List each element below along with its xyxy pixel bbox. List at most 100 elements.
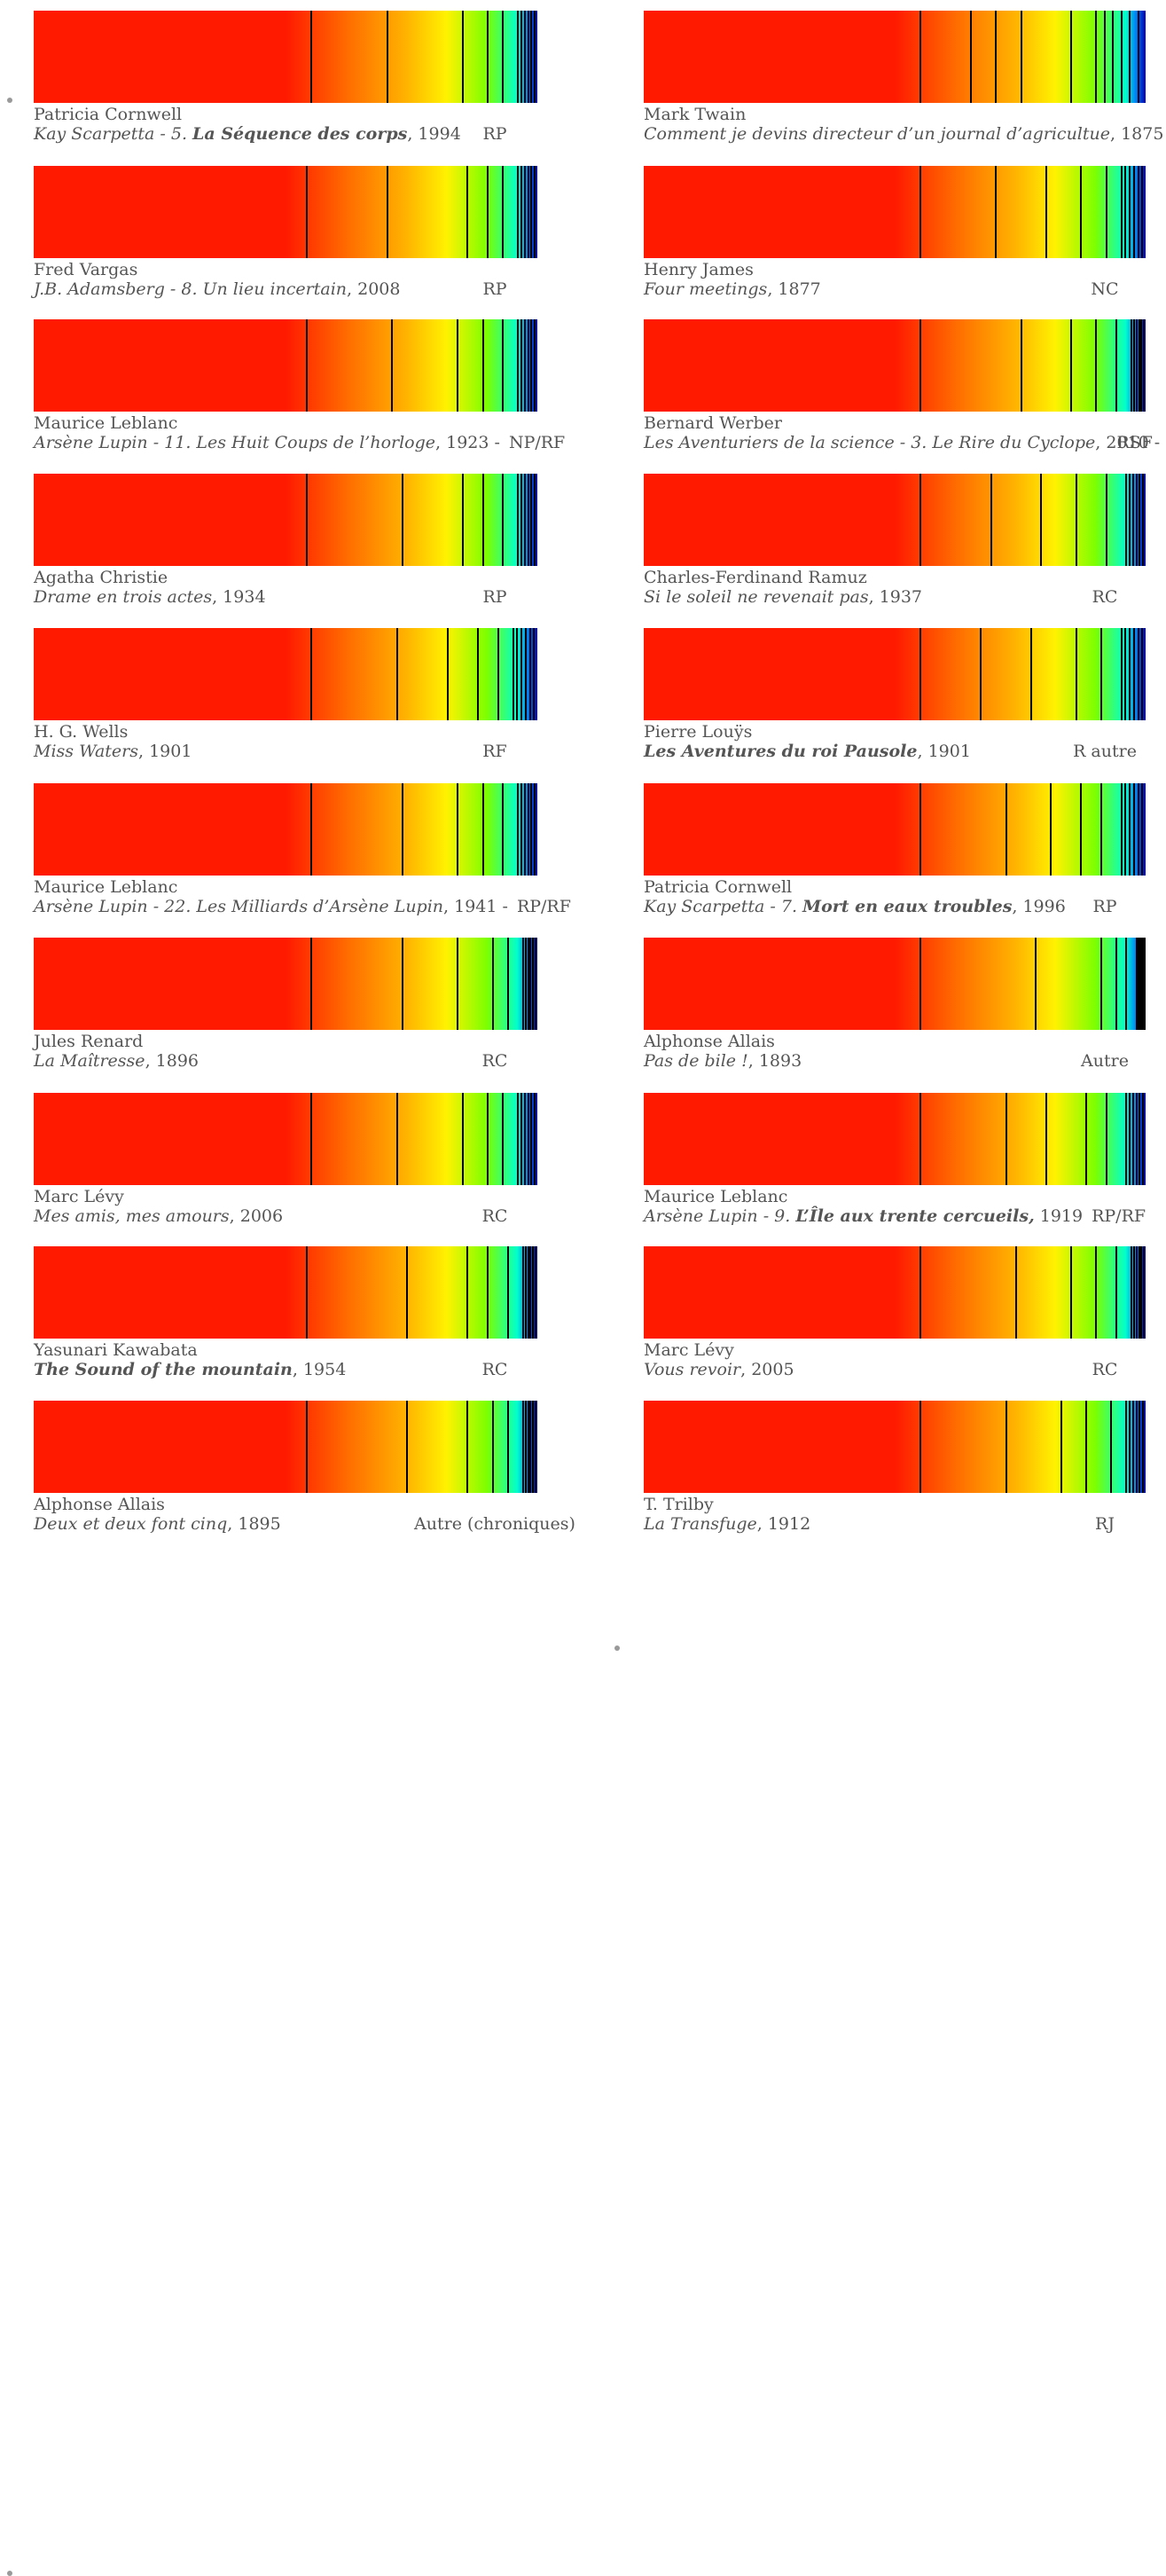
author-name: Maurice Leblanc (34, 877, 178, 897)
author-name: Agatha Christie (34, 568, 168, 587)
divider-line (1138, 319, 1140, 412)
divider-line (466, 166, 469, 258)
genre-code: RP (1092, 897, 1117, 916)
divider-line (1140, 319, 1143, 412)
divider-line (1045, 166, 1047, 258)
divider-line (1100, 783, 1103, 876)
spectrum-bar (34, 1093, 537, 1185)
title-line: Comment je devins directeur d’un journal… (644, 124, 1166, 144)
divider-line (535, 1401, 537, 1493)
book-title-prefix: Arsène Lupin - 22. Les Milliards d’Arsèn… (34, 897, 444, 916)
divider-line (1141, 166, 1144, 258)
divider-line (502, 783, 505, 876)
title-line: Arsène Lupin - 9. L’Île aux trente cercu… (644, 1206, 1146, 1226)
divider-line (1110, 1401, 1113, 1493)
divider-line (506, 1246, 509, 1339)
divider-line (521, 1246, 524, 1339)
divider-line (1137, 938, 1139, 1030)
divider-line (1135, 938, 1138, 1030)
publication-year: , 1895 (227, 1514, 281, 1534)
divider-line (1131, 1401, 1134, 1493)
author-name: Fred Vargas (34, 260, 138, 279)
entry-meta: H. G. Wells Miss Waters, 1901 RF (34, 722, 537, 761)
entry-meta: Pierre Louÿs Les Aventures du roi Pausole… (644, 722, 1146, 761)
book-title: The Sound of the mountain (34, 1360, 293, 1379)
entry-meta: Maurice Leblanc Arsène Lupin - 11. Les Hu… (34, 413, 565, 452)
divider-line (1135, 1246, 1138, 1339)
divider-line (461, 11, 464, 103)
divider-line (466, 1246, 469, 1339)
divider-line (1105, 474, 1107, 566)
publication-year: , 1937 (868, 587, 923, 607)
spectrum-bar (644, 166, 1146, 258)
divider-line (1141, 628, 1144, 720)
divider-line (1142, 1401, 1145, 1493)
author-name: Maurice Leblanc (644, 1187, 788, 1206)
divider-line (534, 783, 536, 876)
spectrum-bar (644, 938, 1146, 1030)
divider-line (395, 628, 398, 720)
divider-line (529, 1401, 532, 1493)
entry-meta: Agatha Christie Drame en trois actes, 193… (34, 568, 537, 607)
divider-line (532, 1401, 535, 1493)
book-title-prefix: Les Aventuriers de la science - 3. Le Ri… (644, 433, 1096, 452)
divider-line (1070, 11, 1073, 103)
spectrum-bar (34, 783, 537, 876)
divider-line (1137, 11, 1139, 103)
divider-line (401, 938, 403, 1030)
divider-line (310, 1093, 313, 1185)
book-title-emphasis: L’Île aux trente cercueils, (795, 1206, 1035, 1226)
publication-year: , 1875 - NC (1110, 124, 1166, 144)
divider-line (523, 166, 526, 258)
divider-line (406, 1246, 409, 1339)
book-title: Deux et deux font cinq (34, 1514, 227, 1534)
divider-line (521, 938, 524, 1030)
divider-line (1137, 166, 1139, 258)
divider-line (1131, 1246, 1133, 1339)
publication-year: , 1994 (407, 124, 461, 144)
divider-line (527, 166, 529, 258)
divider-line (520, 783, 523, 876)
publication-year: , 1941 - (443, 897, 508, 916)
book-title: J.B. Adamsberg - 8. Un lieu incertain (34, 279, 347, 299)
divider-line (1132, 628, 1135, 720)
divider-line (1070, 1246, 1073, 1339)
divider-line (1103, 11, 1106, 103)
divider-line (919, 938, 922, 1030)
divider-line (1135, 1093, 1138, 1185)
divider-line (1140, 1246, 1143, 1339)
book-title-prefix: La Maîtresse (34, 1051, 145, 1071)
divider-line (506, 1401, 509, 1493)
genre-code: RC (1092, 587, 1118, 607)
divider-line (529, 938, 532, 1030)
book-title: Pas de bile ! (644, 1051, 748, 1071)
divider-line (1029, 628, 1032, 720)
divider-line (527, 319, 529, 412)
divider-line (527, 474, 529, 566)
entry-meta: Alphonse Allais Pas de bile !, 1893 Autre (644, 1032, 1146, 1071)
divider-line (1144, 938, 1146, 1030)
divider-line (305, 319, 308, 412)
spectrum-bar (34, 319, 537, 412)
divider-line (520, 474, 523, 566)
divider-line (517, 783, 520, 876)
divider-line (401, 783, 403, 876)
divider-line (476, 628, 479, 720)
divider-line (391, 319, 394, 412)
title-line: Deux et deux font cinq, 1895 Autre (chron… (34, 1514, 575, 1534)
divider-line (1139, 1401, 1141, 1493)
divider-line (1132, 166, 1135, 258)
genre-code: RSF (1116, 433, 1153, 452)
divider-line (502, 1093, 505, 1185)
divider-line (1132, 783, 1135, 876)
divider-line (1131, 319, 1133, 412)
title-line: The Sound of the mountain, 1954 RC (34, 1360, 537, 1379)
author-name: Alphonse Allais (644, 1032, 775, 1051)
title-line: Mes amis, mes amours, 2006 RC (34, 1206, 537, 1226)
divider-line (457, 319, 459, 412)
divider-line (1120, 11, 1123, 103)
divider-line (1139, 474, 1141, 566)
divider-line (1095, 319, 1098, 412)
book-title-prefix: Kay Scarpetta - 5. (34, 124, 193, 144)
divider-line (520, 319, 523, 412)
